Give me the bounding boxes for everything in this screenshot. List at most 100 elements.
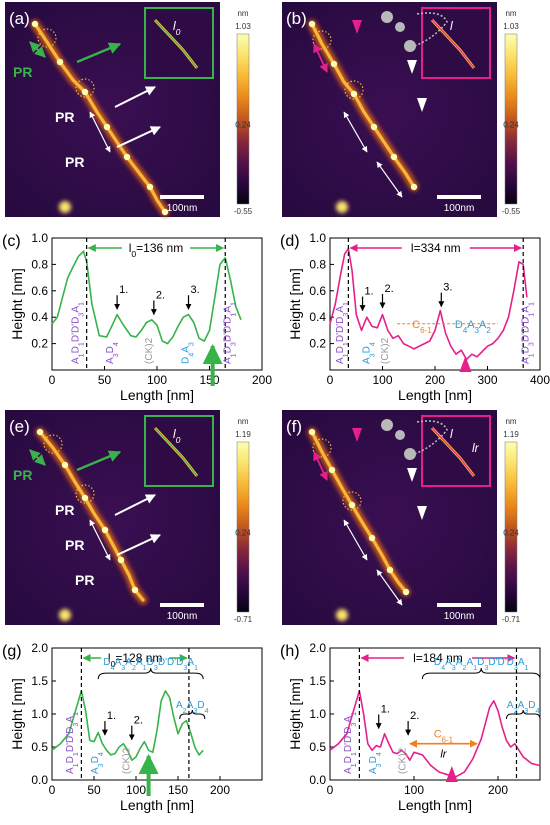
- y-tick-label: 0.6: [309, 284, 326, 298]
- molecule-blob: [410, 183, 418, 191]
- colorbar-unit: nm: [237, 417, 248, 426]
- panel-label: (a): [9, 9, 30, 28]
- end-marker-circle: [43, 434, 63, 454]
- magenta-pointer-icon: [459, 356, 472, 372]
- inset-trace: [154, 19, 198, 69]
- marker-label: 2.: [410, 710, 419, 722]
- marker-label: 3.: [443, 282, 452, 294]
- sequence-label: A3D4: [105, 342, 120, 364]
- cartoon-chain-icon: [413, 420, 448, 455]
- region-label-pr: PR: [13, 467, 32, 483]
- colorbar: [504, 441, 518, 613]
- loop-span-label: C6-1: [434, 729, 454, 745]
- colorbar: [504, 33, 518, 205]
- inset-label: l0: [173, 19, 181, 37]
- sequence-label: (CK)2: [380, 337, 391, 364]
- colorbar-unit: nm: [505, 417, 516, 426]
- white-arrow: [114, 494, 156, 516]
- molecule-blob: [348, 501, 356, 509]
- span-label-bg: [403, 649, 472, 663]
- inset-label: l: [450, 19, 453, 33]
- brace: [97, 668, 204, 680]
- sequence-label: A1D1D'D'D3A1: [65, 712, 80, 774]
- molecule-blob: [402, 588, 410, 596]
- y-tick-label: 2.0: [31, 641, 48, 655]
- x-tick-label: 0: [49, 783, 56, 797]
- x-tick-label: 50: [87, 783, 101, 797]
- x-tick-label: 0: [327, 373, 334, 387]
- y-axis-label: Height [nm]: [9, 678, 25, 750]
- colorbar: [236, 441, 250, 613]
- molecule-blob: [161, 208, 169, 216]
- x-tick-label: 200: [425, 373, 445, 387]
- sequence-label: D4A3: [181, 342, 196, 364]
- end-marker-circle: [344, 80, 364, 100]
- region-label-pr: PR: [13, 64, 32, 80]
- sequence-label: A3D4: [90, 752, 105, 774]
- cartoon-ball-icon: [381, 11, 393, 23]
- x-axis-label: Length [nm]: [120, 797, 194, 813]
- green-arrow: [76, 42, 122, 64]
- x-tick-label: 100: [147, 373, 167, 387]
- white-double-arrow: [343, 519, 368, 561]
- sequence-label: A1D3D'D'D1A1: [223, 302, 238, 364]
- profile-line: [51, 250, 242, 345]
- brace: [421, 668, 541, 680]
- inset-label: l: [450, 427, 453, 441]
- molecule-blob: [390, 153, 398, 161]
- colorbar-unit: nm: [505, 9, 516, 18]
- white-arrow: [114, 86, 156, 108]
- molecule-blob: [56, 58, 64, 66]
- y-tick-label: 0.8: [31, 257, 48, 271]
- molecule-blob: [308, 20, 316, 28]
- magenta-double-arrow: [313, 43, 328, 73]
- region-label-pr: PR: [55, 109, 74, 125]
- span-label: l=334 nm: [411, 241, 461, 255]
- molecule-blob: [350, 90, 358, 98]
- y-tick-label: 0.4: [309, 310, 326, 324]
- end-marker-circle: [342, 491, 362, 511]
- scalebar-label: 100nm: [167, 203, 198, 214]
- sequence-label: A3D4: [361, 342, 376, 364]
- molecule-blob: [101, 526, 109, 534]
- cartoon-ball-icon: [404, 448, 416, 460]
- magenta-pointer-icon: [352, 428, 362, 442]
- y-tick-label: 0.0: [31, 773, 48, 787]
- x-tick-label: 100: [404, 783, 424, 797]
- afm-image-f: (f) 100nm l lr nm 1.19 0.24 -0.71: [282, 410, 521, 625]
- molecule-blob: [131, 586, 139, 594]
- y-tick-label: 1.0: [309, 707, 326, 721]
- chart-d: 0 100 200 300 400 0.2 0.4 0.6 0.8 1.0 Length [nm] H…: [280, 231, 550, 403]
- green-arrow: [76, 450, 122, 472]
- magenta-double-arrow: [313, 451, 328, 481]
- marker-label: 3.: [191, 284, 200, 296]
- molecule-blob: [370, 123, 378, 131]
- region-label-pr: PR: [65, 154, 84, 170]
- y-tick-label: 0.6: [31, 284, 48, 298]
- inset-frame: [421, 415, 491, 487]
- inset-frame: [144, 415, 214, 487]
- y-tick-label: 0.0: [309, 773, 326, 787]
- molecule-blob: [368, 534, 376, 542]
- y-tick-label: 1.5: [31, 674, 48, 688]
- sequence-label: (CK)2: [144, 337, 155, 364]
- small-brace-label: A2A3D4: [176, 700, 209, 715]
- colorbar-tick: -0.55: [502, 207, 521, 216]
- x-tick-label: 100: [126, 783, 146, 797]
- particle-blob: [336, 609, 348, 621]
- inset-trace: [431, 19, 475, 69]
- inset-frame: [421, 7, 491, 79]
- afm-image-b: (b) 100nm l nm 1.03 0.24 -0.55: [282, 2, 521, 217]
- molecule-blob: [31, 20, 39, 28]
- inset-trace: [154, 427, 198, 477]
- white-double-arrow: [376, 161, 403, 198]
- region-label-pr: PR: [65, 537, 84, 553]
- y-axis-label: Height [nm]: [287, 678, 303, 750]
- green-double-arrow: [29, 449, 46, 466]
- profile-line: [329, 690, 541, 778]
- panel-label: (c): [2, 233, 21, 250]
- y-tick-label: 1.0: [309, 231, 326, 245]
- magenta-pointer-icon: [352, 20, 362, 34]
- molecule-blob: [330, 60, 338, 68]
- x-tick-label: 150: [199, 373, 219, 387]
